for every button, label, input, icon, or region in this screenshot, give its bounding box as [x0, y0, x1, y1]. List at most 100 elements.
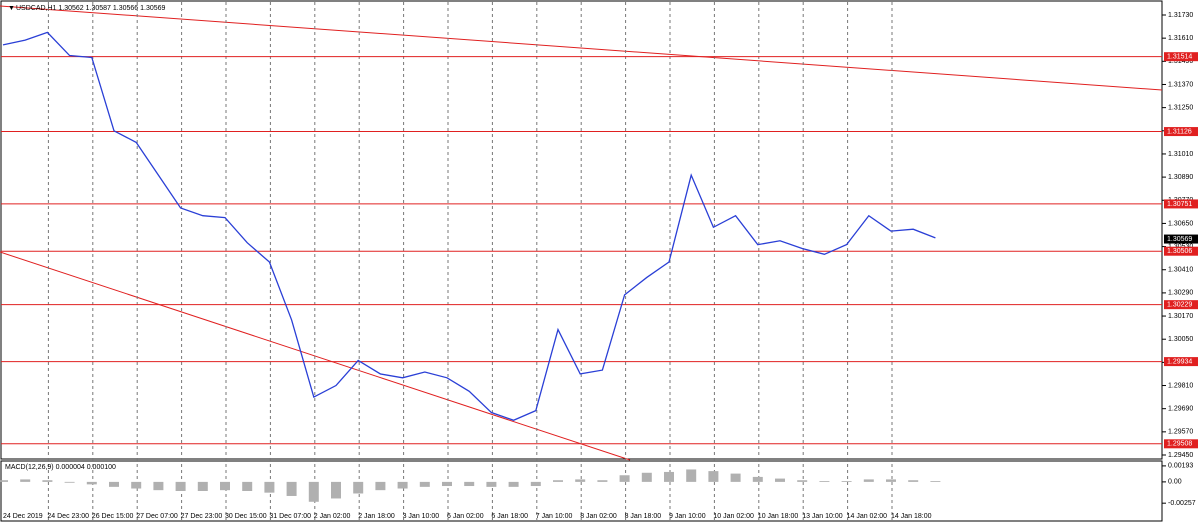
macd-bar	[109, 481, 119, 487]
y-tick-label: 1.30170	[1168, 313, 1193, 320]
x-tick-label: 8 Jan 02:00	[580, 513, 617, 520]
x-tick-label: 10 Jan 02:00	[713, 513, 754, 520]
x-tick-label: 24 Dec 23:00	[47, 513, 89, 520]
macd-bar	[508, 481, 519, 487]
macd-bar	[908, 480, 919, 482]
macd-bar	[641, 472, 652, 482]
macd-bar	[664, 471, 674, 482]
x-tick-label: 9 Jan 10:00	[669, 513, 706, 520]
macd-bar	[553, 480, 563, 482]
y-tick-label: 1.29810	[1168, 382, 1193, 389]
level-badge	[1164, 300, 1198, 310]
macd-bar	[197, 481, 208, 491]
y-tick-label: 1.29450	[1168, 452, 1193, 459]
macd-bar	[308, 481, 319, 502]
dropdown-icon[interactable]: ▼	[8, 5, 15, 12]
macd-bar	[175, 481, 186, 491]
macd-bar	[730, 473, 741, 482]
level-badge	[1164, 246, 1198, 256]
macd-bar	[20, 479, 31, 482]
x-tick-label: 30 Dec 15:00	[225, 513, 267, 520]
level-label: 1.31514	[1167, 54, 1192, 61]
macd-bar	[863, 479, 874, 482]
x-tick-label: 14 Jan 18:00	[891, 513, 932, 520]
y-tick-label: -0.00257	[1168, 500, 1196, 507]
y-tick-label: 1.29570	[1168, 429, 1193, 436]
macd-bar	[530, 481, 541, 487]
macd-bar	[464, 481, 475, 487]
level-label: 1.30506	[1167, 248, 1192, 255]
macd-bar	[131, 481, 142, 489]
x-tick-label: 8 Jan 18:00	[625, 513, 662, 520]
macd-bar	[841, 481, 852, 482]
macd-bar	[752, 476, 763, 482]
x-tick-label: 6 Jan 18:00	[491, 513, 528, 520]
macd-bar	[64, 481, 75, 483]
macd-bar	[42, 480, 53, 482]
y-tick-label: 1.30290	[1168, 290, 1193, 297]
x-tick-label: 10 Jan 18:00	[758, 513, 799, 520]
macd-bar	[819, 481, 830, 482]
y-tick-label: 1.31010	[1168, 151, 1193, 158]
x-tick-label: 27 Dec 07:00	[136, 513, 178, 520]
level-label: 1.29934	[1167, 358, 1192, 365]
macd-bar	[264, 481, 275, 493]
level-badge	[1164, 127, 1198, 137]
trend-line	[0, 5, 1163, 91]
macd-bar	[930, 481, 941, 482]
level-label: 1.30229	[1167, 302, 1192, 309]
current-price-label: 1.30569	[1167, 236, 1192, 243]
x-tick-label: 26 Dec 15:00	[92, 513, 134, 520]
level-badge	[1164, 439, 1198, 449]
macd-bar	[597, 480, 608, 482]
symbol-info: USDCAD,H1 1.30562 1.30587 1.30566 1.3056…	[16, 5, 166, 12]
macd-bar	[153, 481, 164, 491]
macd-bar	[86, 481, 97, 485]
macd-bar	[0, 480, 8, 482]
y-tick-label: 1.31730	[1168, 12, 1193, 19]
y-tick-label: 1.29690	[1168, 406, 1193, 413]
y-tick-label: 1.31610	[1168, 35, 1193, 42]
macd-bar	[286, 481, 297, 496]
macd-bar	[242, 481, 253, 491]
x-tick-label: 24 Dec 2019	[3, 513, 43, 520]
x-tick-label: 13 Jan 10:00	[802, 513, 843, 520]
y-tick-label: 1.31490	[1168, 58, 1193, 65]
level-label: 1.30751	[1167, 201, 1192, 208]
x-tick-label: 6 Jan 02:00	[447, 513, 484, 520]
level-badge	[1164, 52, 1198, 62]
level-badge	[1164, 357, 1198, 367]
y-tick-label: 0.00193	[1168, 463, 1193, 470]
x-tick-label: 14 Jan 02:00	[847, 513, 888, 520]
macd-bar	[419, 481, 430, 487]
x-tick-label: 3 Jan 10:00	[403, 513, 440, 520]
y-tick-label: 1.30050	[1168, 336, 1193, 343]
level-label: 1.29508	[1167, 441, 1192, 448]
y-tick-label: 0.00	[1168, 479, 1182, 486]
macd-bar	[375, 481, 386, 491]
x-tick-label: 27 Dec 23:00	[181, 513, 223, 520]
macd-bar	[775, 478, 785, 482]
level-badge	[1164, 199, 1198, 209]
macd-bar	[708, 471, 719, 482]
y-tick-label: 1.30410	[1168, 267, 1193, 274]
macd-bar	[220, 481, 230, 491]
macd-bar	[686, 469, 697, 482]
macd-bar	[331, 481, 341, 499]
macd-bar	[397, 481, 408, 489]
macd-bar	[442, 481, 452, 487]
macd-bar	[353, 481, 364, 494]
macd-bar	[575, 479, 586, 482]
x-tick-label: 31 Dec 07:00	[269, 513, 311, 520]
current-price-badge	[1164, 234, 1198, 244]
macd-bar	[619, 475, 630, 482]
x-tick-label: 2 Jan 18:00	[358, 513, 395, 520]
y-tick-label: 1.30890	[1168, 174, 1193, 181]
x-tick-label: 7 Jan 10:00	[536, 513, 573, 520]
macd-bar	[486, 481, 497, 487]
y-tick-label: 1.31370	[1168, 81, 1193, 88]
y-tick-label: 1.31250	[1168, 104, 1193, 111]
macd-bar	[886, 479, 896, 482]
level-label: 1.31126	[1167, 128, 1192, 135]
